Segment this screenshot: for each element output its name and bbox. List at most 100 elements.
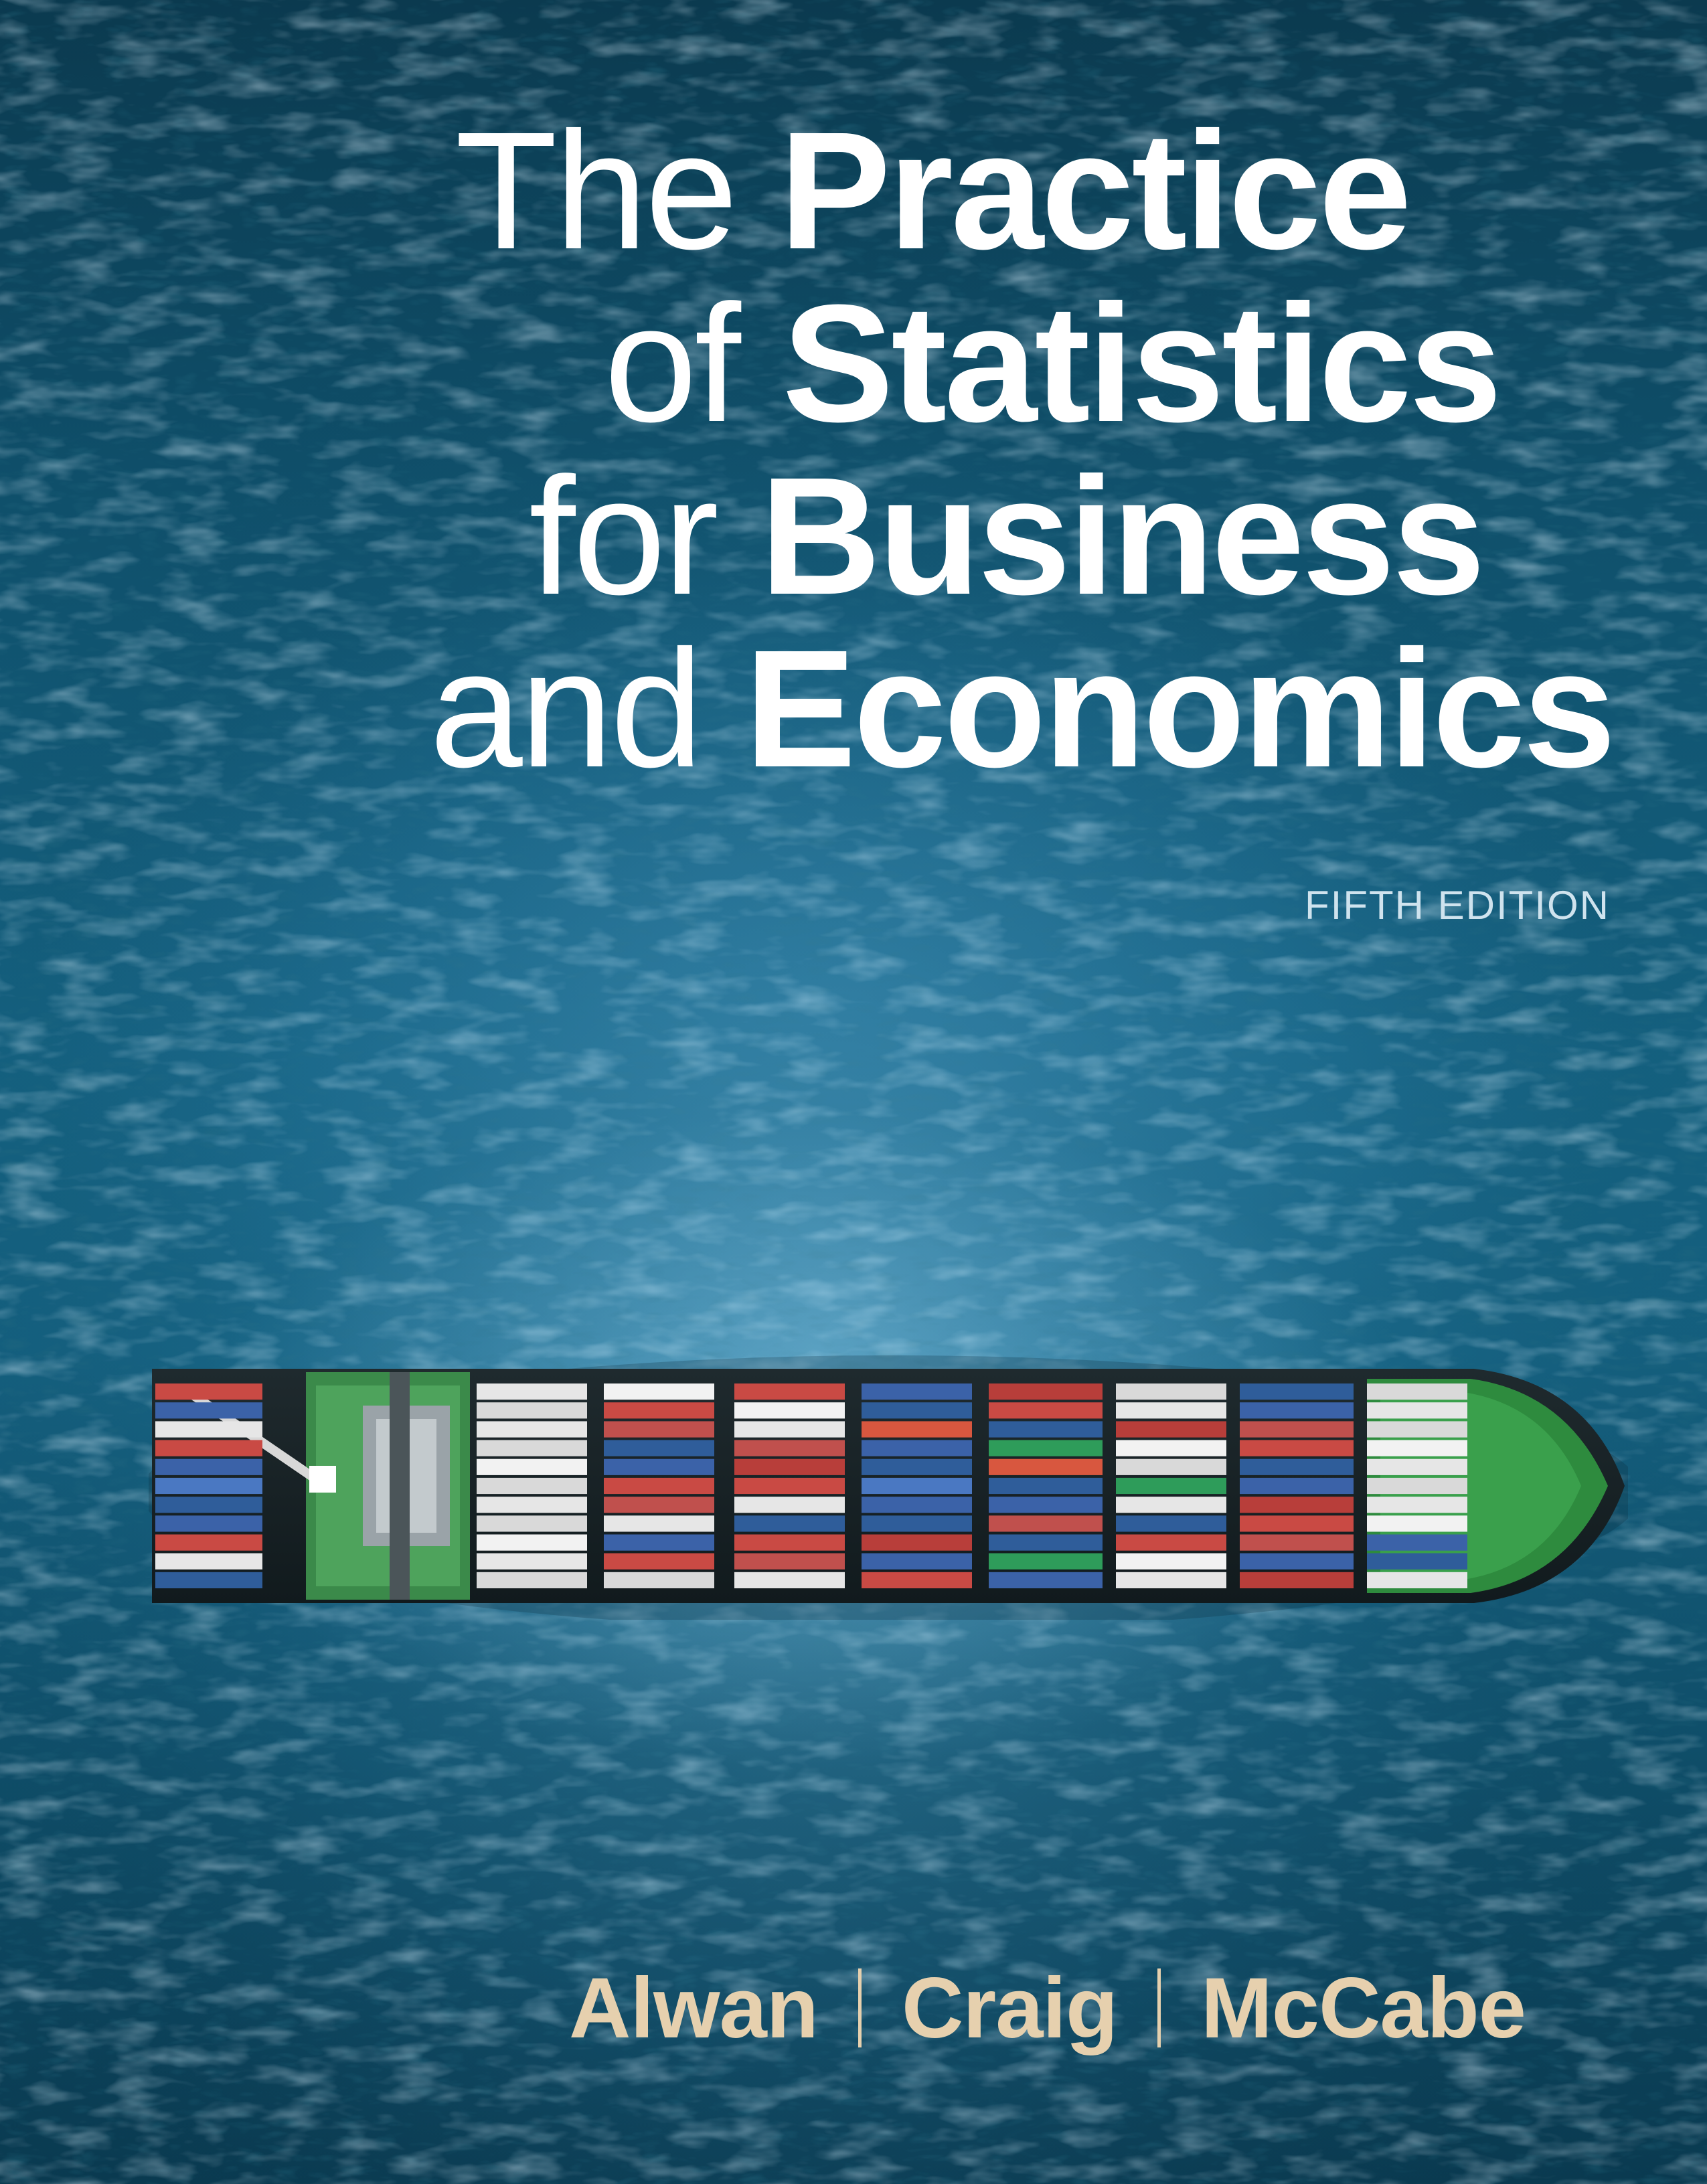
shipping-container [1116, 1515, 1226, 1532]
edition-label: FIFTH EDITION [1305, 883, 1610, 928]
shipping-container [1116, 1440, 1226, 1456]
shipping-container [604, 1421, 714, 1438]
shipping-container [734, 1402, 845, 1419]
shipping-container [155, 1383, 262, 1400]
shipping-container [155, 1534, 262, 1551]
shipping-container [1367, 1572, 1467, 1588]
title-line-4: and Economics [430, 625, 1616, 792]
shipping-container [1240, 1515, 1354, 1532]
shipping-container [1240, 1440, 1354, 1456]
shipping-container [989, 1534, 1103, 1551]
shipping-container [1116, 1553, 1226, 1570]
shipping-container [1116, 1421, 1226, 1438]
shipping-container [477, 1534, 587, 1551]
shipping-container [604, 1383, 714, 1400]
shipping-container [604, 1534, 714, 1551]
shipping-container [155, 1515, 262, 1532]
shipping-container [989, 1515, 1103, 1532]
shipping-container [604, 1458, 714, 1475]
shipping-container [1367, 1477, 1467, 1495]
shipping-container [477, 1553, 587, 1570]
shipping-container [1367, 1515, 1467, 1532]
title-line-3: for Business [529, 452, 1485, 620]
shipping-container [1116, 1402, 1226, 1419]
shipping-container [155, 1497, 262, 1513]
shipping-container [604, 1402, 714, 1419]
shipping-container [862, 1572, 972, 1588]
shipping-container [1367, 1383, 1467, 1400]
shipping-container [1240, 1458, 1354, 1475]
shipping-container [155, 1402, 262, 1419]
shipping-container [1367, 1553, 1467, 1570]
shipping-container [477, 1515, 587, 1532]
shipping-container [1367, 1402, 1467, 1419]
shipping-container [989, 1421, 1103, 1438]
shipping-container [734, 1497, 845, 1513]
shipping-container [477, 1458, 587, 1475]
author-name: Craig [901, 1960, 1118, 2056]
shipping-container [1367, 1458, 1467, 1475]
shipping-container [1116, 1477, 1226, 1495]
shipping-container [989, 1458, 1103, 1475]
shipping-container [1367, 1497, 1467, 1513]
shipping-container [989, 1440, 1103, 1456]
shipping-container [734, 1458, 845, 1475]
title-word-business: Business [760, 442, 1485, 629]
shipping-container [155, 1572, 262, 1588]
shipping-container [862, 1477, 972, 1495]
shipping-container [862, 1421, 972, 1438]
shipping-container [1240, 1572, 1354, 1588]
shipping-container [1240, 1402, 1354, 1419]
shipping-container [989, 1553, 1103, 1570]
shipping-container [989, 1497, 1103, 1513]
title-word-for: for [529, 442, 719, 629]
shipping-container [1367, 1440, 1467, 1456]
shipping-container [477, 1402, 587, 1419]
shipping-container [1240, 1421, 1354, 1438]
title-word-practice: Practice [779, 97, 1412, 284]
shipping-container [155, 1458, 262, 1475]
author-name: Alwan [569, 1960, 819, 2056]
author-name: McCabe [1201, 1960, 1526, 2056]
shipping-container [604, 1497, 714, 1513]
title-line-1: The Practice [455, 107, 1412, 274]
shipping-container [477, 1440, 587, 1456]
title-word-statistics: Statistics [782, 270, 1502, 456]
shipping-container [604, 1572, 714, 1588]
shipping-container [604, 1440, 714, 1456]
shipping-container [155, 1440, 262, 1456]
shipping-container [1240, 1383, 1354, 1400]
container-bays [155, 1383, 1467, 1588]
shipping-container [477, 1572, 587, 1588]
shipping-container [734, 1440, 845, 1456]
title-word-of: of [604, 270, 740, 456]
shipping-container [155, 1553, 262, 1570]
shipping-container [989, 1572, 1103, 1588]
title-word-and: and [429, 615, 704, 802]
author-list: Alwan Craig McCabe [569, 1954, 1526, 2062]
shipping-container [734, 1421, 845, 1438]
shipping-container [862, 1497, 972, 1513]
shipping-container [989, 1402, 1103, 1419]
shipping-container [155, 1421, 262, 1438]
shipping-container [1367, 1421, 1467, 1438]
shipping-container [155, 1477, 262, 1495]
title-line-2: of Statistics [604, 280, 1502, 447]
shipping-container [1367, 1534, 1467, 1551]
shipping-container [989, 1383, 1103, 1400]
shipping-container [734, 1515, 845, 1532]
shipping-container [1240, 1534, 1354, 1551]
title-word-economics: Economics [744, 615, 1616, 802]
shipping-container [604, 1553, 714, 1570]
shipping-container [1116, 1458, 1226, 1475]
shipping-container [734, 1383, 845, 1400]
shipping-container [1116, 1383, 1226, 1400]
title-word-the: The [455, 97, 738, 284]
shipping-container [734, 1553, 845, 1570]
shipping-container [1240, 1477, 1354, 1495]
author-divider [1157, 1968, 1161, 2047]
shipping-container [1116, 1572, 1226, 1588]
container-ship-icon [149, 1355, 1628, 1620]
